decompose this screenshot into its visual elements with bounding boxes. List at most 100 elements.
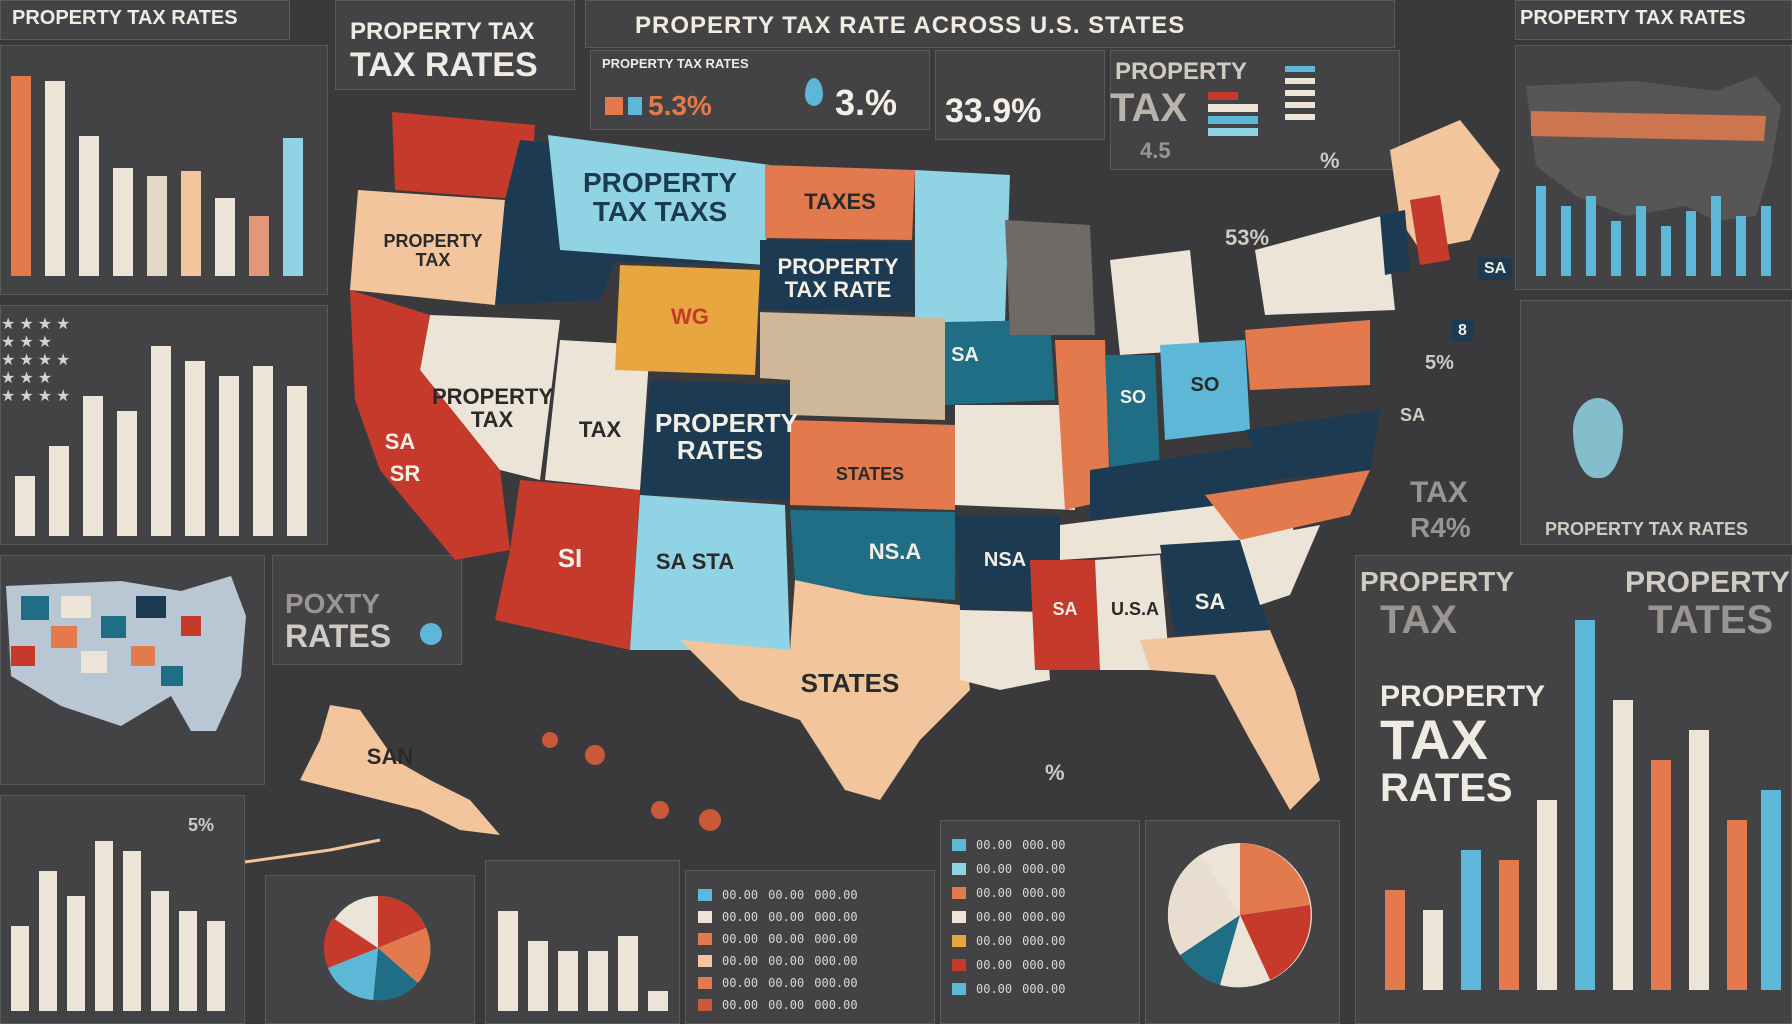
stats-small-label: PROPERTY TAX RATES — [602, 56, 749, 71]
right-property2-label: PROPERTY — [1625, 566, 1791, 599]
legend-value: 000.00 — [1022, 838, 1066, 852]
legend-mid-row: 00.00 00.00 000.00 — [698, 888, 858, 902]
right-r4-label: R4% — [1410, 512, 1471, 543]
right-big-tax: TAX — [1380, 708, 1488, 771]
chart-bar — [151, 891, 169, 1011]
chart-bar — [648, 991, 668, 1011]
chart-bar — [1499, 860, 1519, 990]
state-label-ne: SA — [951, 344, 979, 366]
legend-value: 00.00 — [976, 958, 1013, 972]
header-panel-center — [585, 0, 1395, 48]
state-label-co: PROPERTY RATES — [655, 408, 799, 466]
bottom-left-bar-chart — [11, 816, 241, 1011]
chart-bar — [283, 138, 303, 276]
legend-value: 000.00 — [1022, 886, 1066, 900]
chart-bar — [219, 376, 239, 536]
legend-swatch — [952, 839, 966, 851]
legend-value: 00.00 — [976, 910, 1013, 924]
state-label-mt: PROPERTY TAX TAXS — [582, 167, 738, 228]
legend-value: 00.00 — [768, 932, 805, 946]
stat-property-label: PROPERTY — [1115, 58, 1248, 85]
callout-5: 53% — [1225, 225, 1270, 250]
top-left-bar-chart-panel — [0, 45, 328, 295]
stat-swatch-2 — [628, 97, 642, 115]
right-big-rates: RATES — [1380, 766, 1513, 810]
chart-bar — [1537, 800, 1557, 990]
chart-bar — [45, 81, 65, 276]
state-label-ar: NSA — [983, 549, 1027, 571]
stat-value-1: 5.3% — [648, 90, 712, 121]
legend-right-panel — [940, 820, 1140, 1024]
legend-right-row: 00.00 000.00 — [952, 886, 1065, 900]
chart-bar — [1385, 890, 1405, 990]
stat-drop-icon — [805, 78, 823, 106]
left-title-panel — [335, 0, 575, 90]
chart-bar — [1689, 730, 1709, 990]
stats-panel-3 — [1110, 50, 1400, 170]
mini-us-map — [6, 576, 246, 731]
legend-value: 00.00 — [976, 982, 1013, 996]
state-label-ks: STATES — [835, 464, 905, 484]
state-label-in: SO — [1119, 387, 1146, 407]
legend-value: 00.00 — [722, 976, 759, 990]
top-left-bar-chart — [11, 66, 311, 276]
state-label-oh: SO — [1190, 374, 1220, 396]
stat-tax-label: TAX — [1110, 86, 1188, 130]
callout-4: SA — [1400, 405, 1426, 425]
state-label-wy: WG — [671, 304, 709, 329]
chart-bar — [83, 396, 103, 536]
small-bar-panel — [485, 860, 680, 1024]
flag-bar-chart — [15, 326, 315, 536]
chart-bar — [185, 361, 205, 536]
legend-right-row: 00.00 000.00 — [952, 958, 1065, 972]
stats-panel-1 — [590, 50, 930, 130]
right-drop-icon — [1573, 398, 1623, 478]
right-property-label: PROPERTY — [1360, 566, 1515, 597]
left-title-line1: PROPERTY TAX — [350, 18, 535, 45]
state-label-ga: SA — [1194, 589, 1226, 614]
legend-mid-row: 00.00 00.00 000.00 — [698, 998, 858, 1012]
chart-bar — [558, 951, 578, 1011]
legend-swatch — [698, 933, 712, 945]
chart-bar — [179, 911, 197, 1011]
chart-bar — [1575, 620, 1595, 990]
legend-swatch — [698, 911, 712, 923]
stat-swatch-1 — [605, 97, 623, 115]
legend-value: 000.00 — [814, 976, 858, 990]
stat-45-label: 4.5 — [1140, 138, 1171, 163]
right-tates-label: TATES — [1648, 598, 1774, 642]
state-label-ak: SAN — [366, 744, 414, 769]
rates-label: RATES — [285, 618, 392, 654]
legend-right-row: 00.00 000.00 — [952, 862, 1065, 876]
state-label-or: PROPERTY TAX — [383, 231, 483, 270]
right-big-property: PROPERTY — [1380, 680, 1546, 713]
legend-value: 000.00 — [1022, 934, 1066, 948]
legend-swatch — [698, 999, 712, 1011]
state-label-al: U.S.A — [1110, 599, 1159, 619]
legend-swatch — [952, 887, 966, 899]
legend-value: 00.00 — [768, 910, 805, 924]
state-label-nv: PROPERTY TAX — [432, 384, 554, 433]
legend-swatch — [952, 863, 966, 875]
legend-value: 00.00 — [768, 976, 805, 990]
top-right-map-panel — [1515, 45, 1792, 290]
legend-swatch — [698, 955, 712, 967]
right-tax-label: TAX — [1410, 476, 1468, 509]
porty-label: POXTY — [285, 588, 380, 619]
chart-bar — [215, 198, 235, 276]
legend-swatch — [698, 977, 712, 989]
chart-bar — [207, 921, 225, 1011]
legend-value: 00.00 — [768, 954, 805, 968]
legend-value: 00.00 — [722, 998, 759, 1012]
header-title-left: PROPERTY TAX RATES — [12, 7, 238, 29]
stat-value-3: 33.9% — [945, 92, 1042, 130]
flag-chart-panel: ★★★★ ★★★ ★★★★ ★★★ ★★★★ — [0, 305, 328, 545]
right-ptr-label: PROPERTY TAX RATES — [1545, 519, 1749, 539]
pie-chart-small — [323, 896, 431, 1001]
legend-right-row: 00.00 000.00 — [952, 934, 1065, 948]
legend-mid-row: 00.00 00.00 000.00 — [698, 976, 858, 990]
chart-bar — [151, 346, 171, 536]
chart-bar — [618, 936, 638, 1011]
small-bar-chart — [498, 876, 673, 1011]
chart-bar — [147, 176, 167, 276]
